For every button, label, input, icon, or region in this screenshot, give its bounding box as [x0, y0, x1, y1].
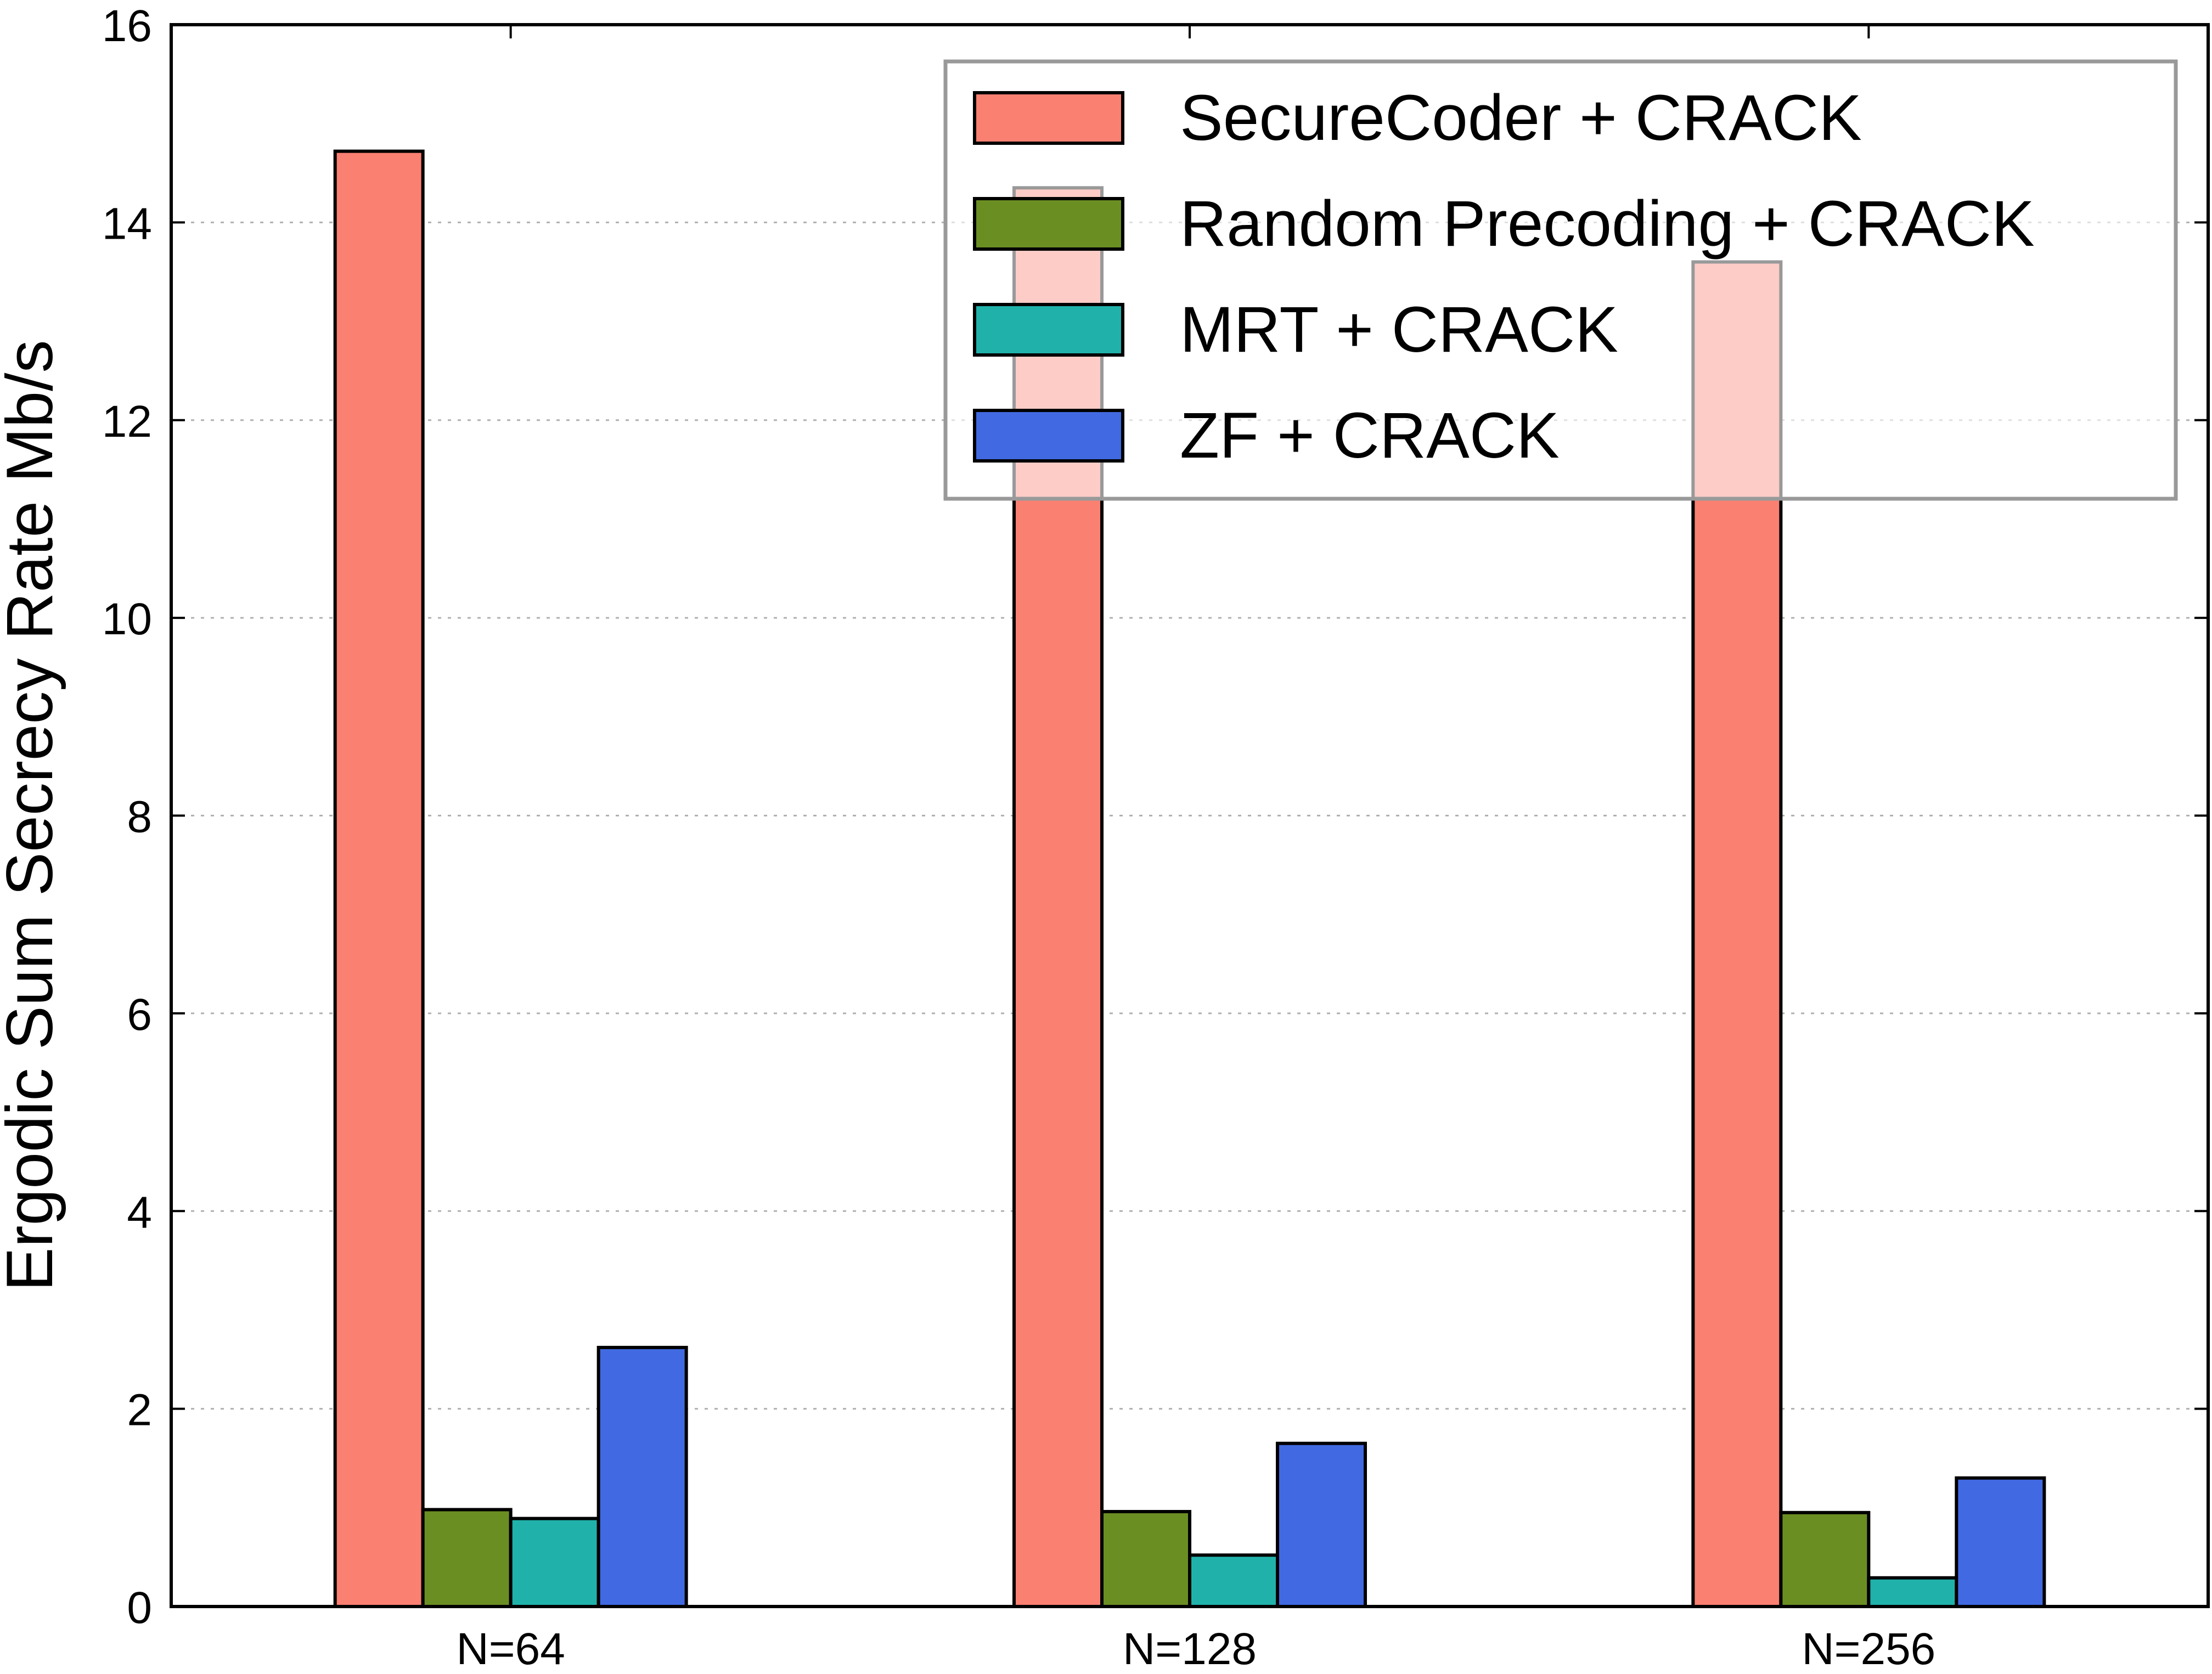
y-tick-label: 4	[127, 1187, 152, 1237]
bar	[1188, 1553, 1279, 1608]
legend-swatch	[973, 197, 1124, 251]
bar	[1955, 1476, 2046, 1609]
legend-label: ZF + CRACK	[1180, 399, 1560, 472]
bar	[421, 1508, 513, 1609]
x-tick-label: N=64	[457, 1624, 565, 1674]
y-tick-label: 2	[127, 1385, 152, 1435]
legend-swatch	[973, 303, 1124, 357]
y-tick-label: 16	[102, 1, 152, 51]
y-tick-label: 0	[127, 1583, 152, 1633]
bar	[333, 149, 425, 1609]
y-tick-label: 8	[127, 792, 152, 842]
y-tick-label: 14	[102, 199, 152, 249]
legend-label: SecureCoder + CRACK	[1180, 82, 1862, 154]
legend-label: MRT + CRACK	[1180, 294, 1618, 366]
legend-swatch	[973, 409, 1124, 463]
y-tick-label: 6	[127, 990, 152, 1040]
axis-ticks: 0 2 4 6 8 10 12 14 16 N=64 N=128 N=256	[102, 1, 2208, 1674]
y-axis-title: Ergodic Sum Secrecy Rate Mb/s	[0, 340, 66, 1292]
legend-label: Random Precoding + CRACK	[1180, 188, 2035, 260]
x-tick-label: N=128	[1123, 1624, 1257, 1674]
bar	[1100, 1510, 1191, 1609]
legend-box	[943, 59, 2178, 501]
y-tick-label: 12	[102, 397, 152, 447]
bar	[1867, 1576, 1958, 1608]
legend: SecureCoder + CRACK Random Precoding + CR…	[943, 59, 2178, 501]
legend-swatch	[973, 91, 1124, 145]
y-tick-label: 10	[102, 594, 152, 644]
bar	[596, 1345, 688, 1608]
bar	[1276, 1441, 1367, 1609]
bar	[1779, 1510, 1871, 1608]
x-tick-label: N=256	[1802, 1624, 1935, 1674]
bar	[509, 1517, 600, 1608]
